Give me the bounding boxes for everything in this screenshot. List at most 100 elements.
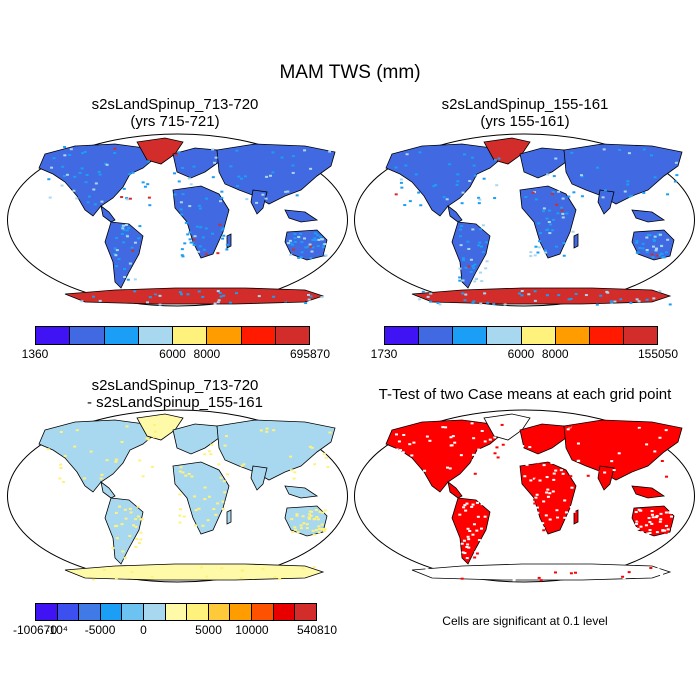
grid-cell <box>569 506 573 509</box>
grid-cell <box>642 568 646 571</box>
grid-cell <box>125 425 129 428</box>
grid-cell <box>320 296 324 299</box>
grid-cell <box>641 242 645 245</box>
grid-cell <box>664 531 668 534</box>
europe-landmass <box>519 423 567 455</box>
central-america-landmass <box>447 205 463 223</box>
grid-cell <box>214 513 218 516</box>
grid-cell <box>280 156 284 159</box>
grid-cell <box>188 238 192 241</box>
grid-cell <box>630 194 634 197</box>
grid-cell <box>574 292 578 295</box>
grid-cell <box>294 528 298 531</box>
grid-cell <box>557 531 561 534</box>
panel4-title: T-Test of two Case means at each grid po… <box>378 386 672 403</box>
grid-cell <box>98 173 102 176</box>
panel1-map <box>7 133 348 307</box>
grid-cell <box>430 425 434 428</box>
grid-cell <box>481 522 485 525</box>
grid-cell <box>541 527 545 530</box>
grid-cell <box>464 509 468 512</box>
grid-cell <box>444 426 448 429</box>
grid-cell <box>218 292 222 295</box>
grid-cell <box>153 424 157 427</box>
grid-cell <box>664 524 668 527</box>
grid-cell <box>649 566 653 569</box>
grid-cell <box>670 467 674 470</box>
grid-cell <box>320 511 324 514</box>
grid-cell <box>448 163 452 166</box>
grid-cell <box>193 235 197 238</box>
grid-cell <box>663 529 667 532</box>
grid-cell <box>68 154 72 157</box>
grid-cell <box>493 436 497 439</box>
grid-cell <box>134 518 138 521</box>
grid-cell <box>73 445 77 448</box>
grid-cell <box>555 511 559 514</box>
grid-cell <box>480 280 484 283</box>
grid-cell <box>613 300 617 303</box>
asia-landmass <box>563 419 683 481</box>
grid-cell <box>462 539 466 542</box>
grid-cell <box>235 149 239 152</box>
grid-cell <box>644 524 648 527</box>
grid-cell <box>229 165 233 168</box>
grid-cell <box>307 516 311 519</box>
grid-cell <box>520 290 524 293</box>
grid-cell <box>484 546 488 549</box>
grid-cell <box>634 531 638 534</box>
grid-cell <box>445 198 449 201</box>
grid-cell <box>234 292 238 295</box>
grid-cell <box>153 293 157 296</box>
grid-cell <box>524 195 528 198</box>
colorbar-tick-label: 5000 <box>195 623 222 637</box>
grid-cell <box>120 225 124 228</box>
asia-landmass <box>563 143 683 205</box>
colorbar-tick-label: 1730 <box>370 347 398 361</box>
grid-cell <box>192 165 196 168</box>
grid-cell <box>219 295 223 298</box>
grid-cell <box>219 476 223 479</box>
grid-cell <box>121 227 125 230</box>
grid-cell <box>145 301 149 304</box>
grid-cell <box>568 469 572 472</box>
grid-cell <box>404 164 408 167</box>
grid-cell <box>221 237 225 240</box>
grid-cell <box>139 538 143 541</box>
grid-cell <box>484 267 488 270</box>
grid-cell <box>556 212 560 215</box>
grid-cell <box>181 193 185 196</box>
speckle-white <box>394 422 683 582</box>
grid-cell <box>473 556 477 559</box>
grid-cell <box>560 206 564 209</box>
grid-cell <box>131 249 135 252</box>
grid-cell <box>535 506 539 509</box>
grid-cell <box>105 163 109 166</box>
grid-cell <box>636 527 640 530</box>
grid-cell <box>659 518 663 521</box>
grid-cell <box>312 566 316 569</box>
grid-cell <box>472 300 476 303</box>
grid-cell <box>295 514 299 517</box>
grid-cell <box>569 297 573 300</box>
grid-cell <box>115 524 119 527</box>
grid-cell <box>272 429 276 432</box>
grid-cell <box>570 486 574 489</box>
grid-cell <box>548 518 552 521</box>
grid-cell <box>239 577 243 580</box>
grid-cell <box>114 254 118 257</box>
grid-cell <box>479 527 483 530</box>
panel3-colorbar <box>35 603 317 621</box>
grid-cell <box>85 174 89 177</box>
grid-cell <box>133 290 137 293</box>
grid-cell <box>635 251 639 254</box>
grid-cell <box>576 459 580 462</box>
grid-cell <box>533 254 537 257</box>
grid-cell <box>190 475 194 478</box>
grid-cell <box>179 201 183 204</box>
grid-cell <box>222 234 226 237</box>
colorbar-swatch <box>36 327 71 344</box>
grid-cell <box>313 239 317 242</box>
antarctica-landmass <box>411 563 672 581</box>
grid-cell <box>265 430 269 433</box>
